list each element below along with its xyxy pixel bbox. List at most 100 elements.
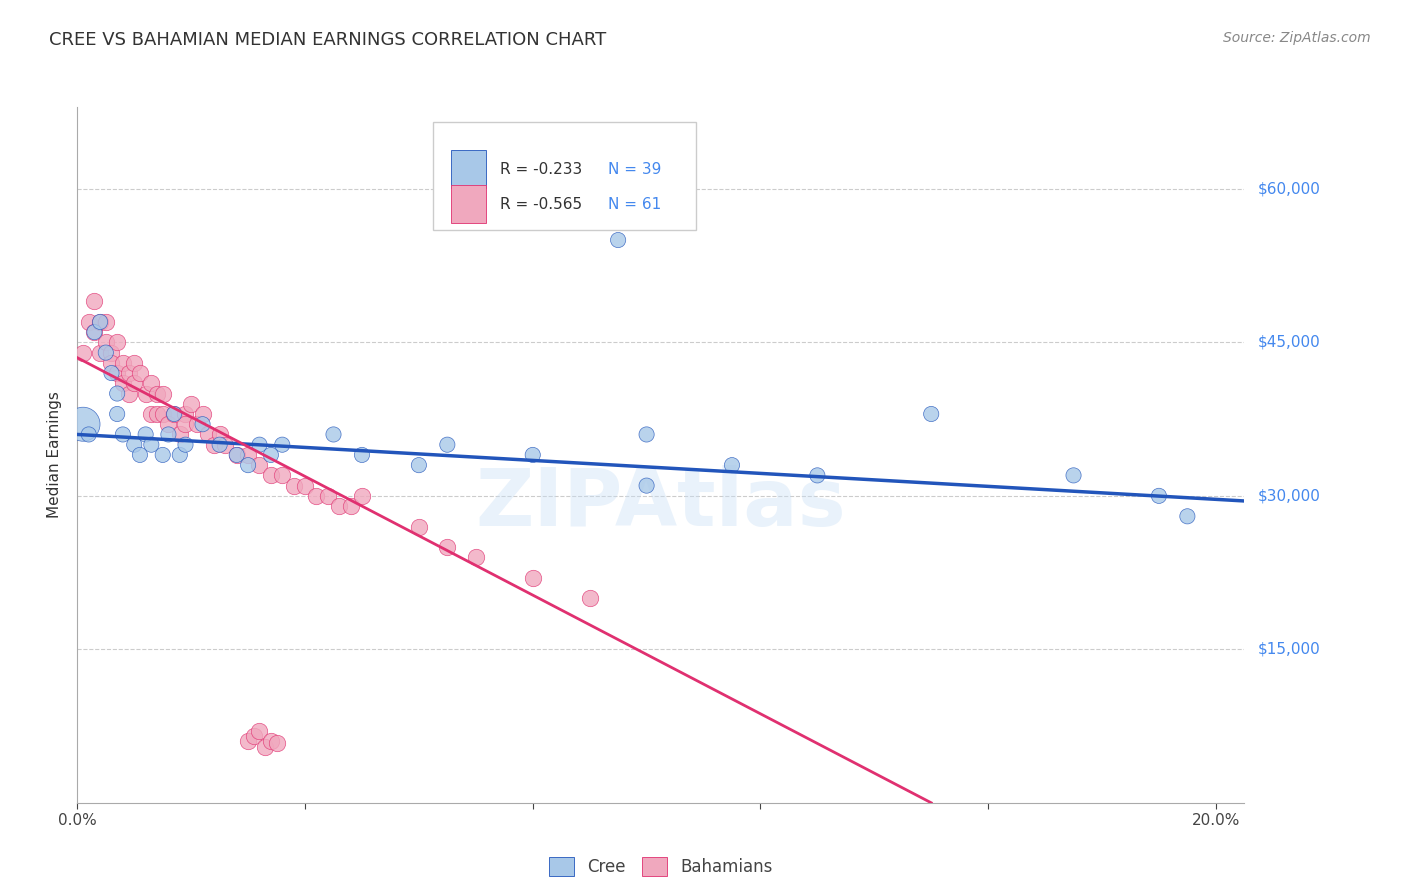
Point bbox=[225, 448, 247, 462]
Point bbox=[202, 438, 225, 452]
Point bbox=[243, 729, 266, 743]
Point bbox=[111, 427, 134, 442]
Point bbox=[436, 438, 458, 452]
Point bbox=[77, 427, 100, 442]
Point bbox=[111, 356, 134, 370]
Point bbox=[152, 407, 174, 421]
Point bbox=[721, 458, 744, 472]
Point bbox=[294, 478, 316, 492]
Point bbox=[339, 499, 361, 513]
Point bbox=[174, 438, 197, 452]
Point bbox=[607, 233, 630, 247]
Point bbox=[163, 407, 186, 421]
Point bbox=[225, 448, 247, 462]
Point bbox=[83, 325, 105, 339]
Point bbox=[1177, 509, 1199, 524]
Point bbox=[117, 386, 139, 401]
Point bbox=[180, 397, 202, 411]
Point bbox=[214, 438, 236, 452]
Point bbox=[122, 356, 145, 370]
FancyBboxPatch shape bbox=[433, 122, 696, 230]
Text: R = -0.233: R = -0.233 bbox=[499, 161, 582, 177]
Point bbox=[236, 734, 259, 748]
Point bbox=[522, 571, 544, 585]
Point bbox=[1147, 489, 1170, 503]
Point bbox=[186, 417, 208, 432]
Text: $15,000: $15,000 bbox=[1258, 642, 1322, 657]
Point bbox=[77, 315, 100, 329]
Point bbox=[146, 386, 169, 401]
Point bbox=[94, 315, 117, 329]
Point bbox=[72, 345, 94, 359]
Point bbox=[129, 366, 152, 380]
Point bbox=[89, 345, 111, 359]
Point bbox=[122, 438, 145, 452]
Point bbox=[408, 458, 430, 472]
Point bbox=[100, 366, 122, 380]
FancyBboxPatch shape bbox=[451, 185, 486, 223]
Point bbox=[197, 427, 219, 442]
Point bbox=[305, 489, 328, 503]
FancyBboxPatch shape bbox=[451, 150, 486, 188]
Point bbox=[254, 739, 277, 754]
Point bbox=[249, 724, 271, 739]
Text: $60,000: $60,000 bbox=[1258, 181, 1322, 196]
Point bbox=[260, 734, 283, 748]
Point bbox=[141, 407, 163, 421]
Point bbox=[350, 448, 373, 462]
Point bbox=[408, 519, 430, 533]
Text: ZIPAtlas: ZIPAtlas bbox=[475, 465, 846, 542]
Point bbox=[163, 407, 186, 421]
Point bbox=[105, 335, 128, 350]
Point bbox=[105, 386, 128, 401]
Point bbox=[152, 448, 174, 462]
Point bbox=[117, 366, 139, 380]
Point bbox=[157, 417, 180, 432]
Point bbox=[464, 550, 486, 565]
Point bbox=[83, 294, 105, 309]
Point bbox=[72, 417, 94, 432]
Point bbox=[283, 478, 305, 492]
Point bbox=[105, 407, 128, 421]
Point bbox=[105, 366, 128, 380]
Text: R = -0.565: R = -0.565 bbox=[499, 196, 582, 211]
Point bbox=[89, 315, 111, 329]
Point bbox=[522, 448, 544, 462]
Point bbox=[174, 407, 197, 421]
Text: N = 39: N = 39 bbox=[609, 161, 662, 177]
Legend: Cree, Bahamians: Cree, Bahamians bbox=[543, 850, 779, 883]
Point bbox=[169, 448, 191, 462]
Point bbox=[169, 427, 191, 442]
Point bbox=[236, 448, 259, 462]
Text: CREE VS BAHAMIAN MEDIAN EARNINGS CORRELATION CHART: CREE VS BAHAMIAN MEDIAN EARNINGS CORRELA… bbox=[49, 31, 606, 49]
Point bbox=[100, 356, 122, 370]
Point bbox=[1063, 468, 1085, 483]
Point bbox=[249, 458, 271, 472]
Point bbox=[83, 325, 105, 339]
Point bbox=[249, 438, 271, 452]
Point bbox=[191, 417, 214, 432]
Point bbox=[146, 407, 169, 421]
Text: N = 61: N = 61 bbox=[609, 196, 662, 211]
Point bbox=[322, 427, 344, 442]
Point bbox=[260, 468, 283, 483]
Point bbox=[135, 386, 157, 401]
Point bbox=[920, 407, 942, 421]
Point bbox=[636, 427, 658, 442]
Point bbox=[578, 591, 600, 606]
Text: Source: ZipAtlas.com: Source: ZipAtlas.com bbox=[1223, 31, 1371, 45]
Point bbox=[191, 407, 214, 421]
Point bbox=[129, 448, 152, 462]
Point bbox=[94, 335, 117, 350]
Point bbox=[141, 376, 163, 391]
Point bbox=[350, 489, 373, 503]
Point bbox=[236, 458, 259, 472]
Point bbox=[94, 345, 117, 359]
Point bbox=[208, 427, 231, 442]
Y-axis label: Median Earnings: Median Earnings bbox=[46, 392, 62, 518]
Point bbox=[271, 468, 294, 483]
Point bbox=[100, 345, 122, 359]
Point bbox=[157, 427, 180, 442]
Point bbox=[208, 438, 231, 452]
Point bbox=[260, 448, 283, 462]
